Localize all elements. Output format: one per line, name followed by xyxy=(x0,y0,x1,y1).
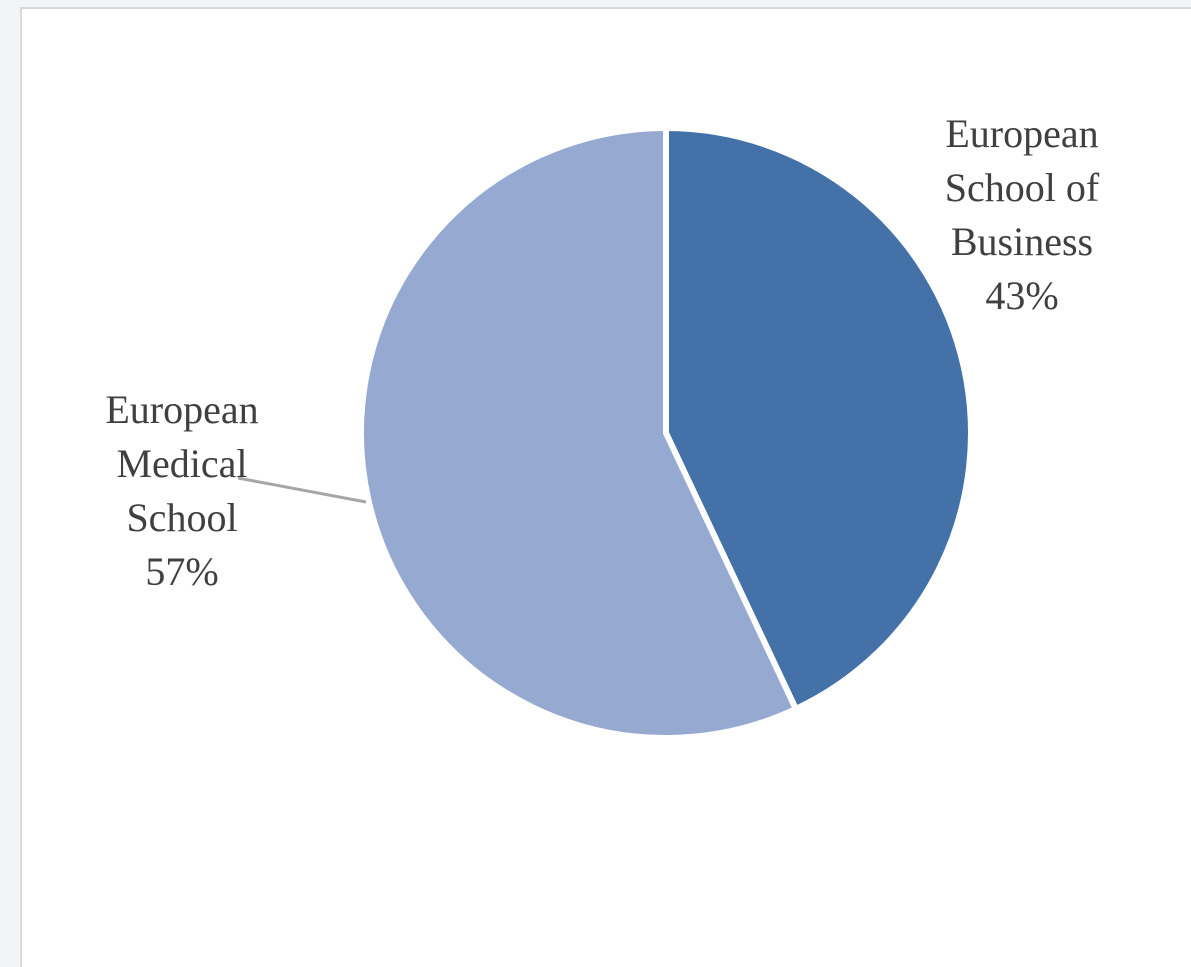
data-label-business: European School of Business 43% xyxy=(932,107,1112,323)
label-line: European xyxy=(105,387,259,432)
label-line: School of xyxy=(944,165,1100,210)
percent-label: 43% xyxy=(985,273,1059,318)
data-label-medical-school: European Medical School 57% xyxy=(92,383,272,599)
label-line: Business xyxy=(950,219,1094,264)
label-line: Medical xyxy=(116,441,248,486)
pie-slice-business xyxy=(663,124,974,713)
label-line: European xyxy=(945,111,1099,156)
pie-slice-medical-school xyxy=(358,124,800,741)
label-line: School xyxy=(126,495,238,540)
percent-label: 57% xyxy=(145,549,219,594)
leader-line-medical-school xyxy=(237,476,367,504)
